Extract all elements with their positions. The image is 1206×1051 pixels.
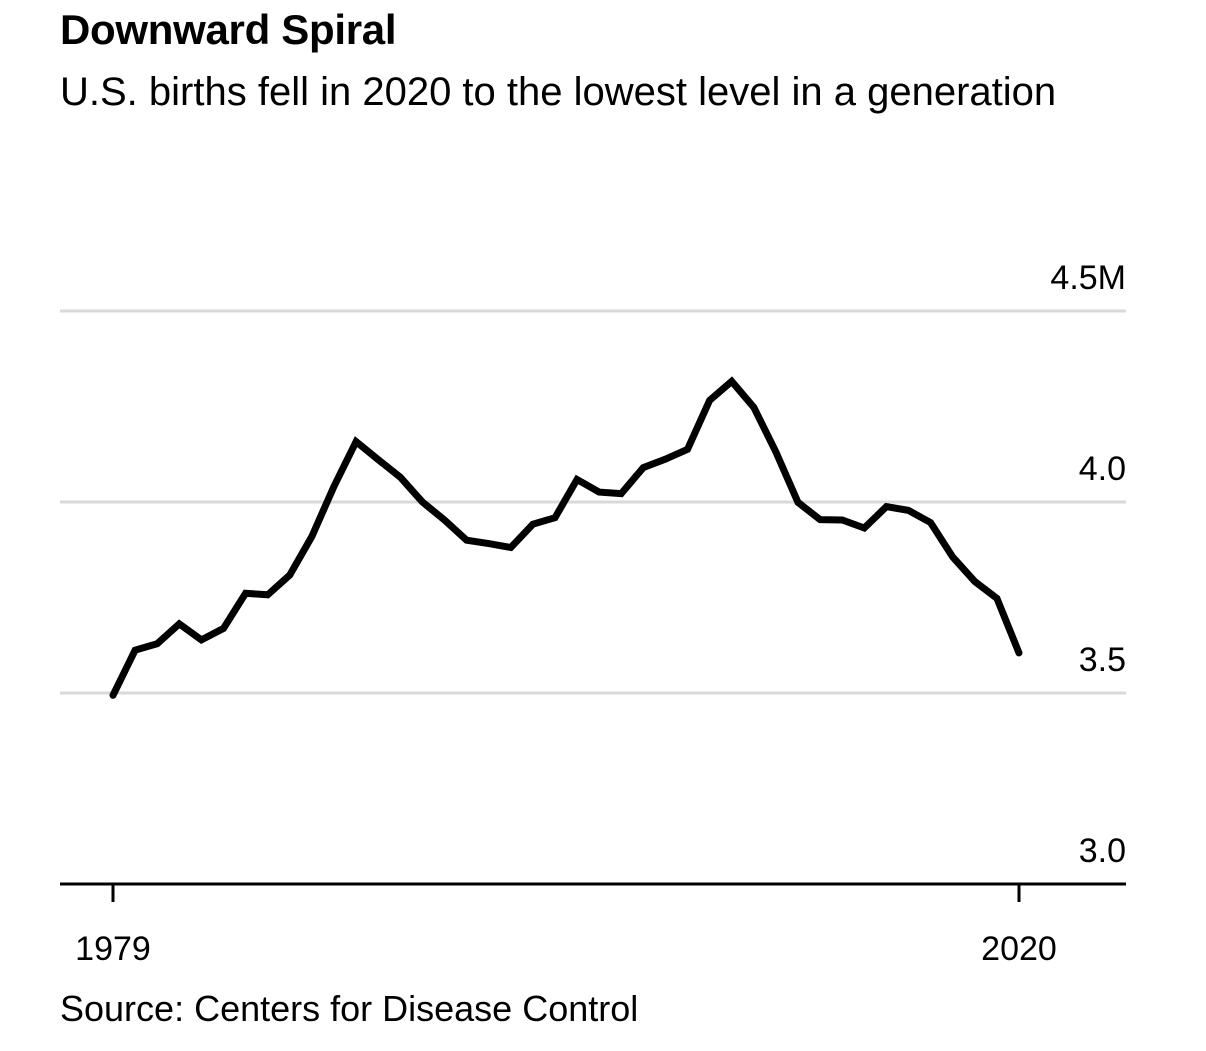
x-tick-label: 1979 [75, 930, 151, 968]
series-layer [109, 376, 1023, 699]
x-axis: 1979 2020 [60, 882, 1126, 968]
y-axis-labels: 3.0 3.5 4.0 4.5M [1050, 259, 1126, 870]
y-tick-label: 4.0 [1079, 450, 1126, 488]
source-note: Source: Centers for Disease Control [60, 988, 639, 1029]
y-tick-label: 3.5 [1079, 641, 1126, 679]
chart-subtitle: U.S. births fell in 2020 to the lowest l… [60, 70, 1057, 114]
x-tick-label: 2020 [981, 930, 1057, 968]
y-tick-label: 4.5M [1050, 259, 1126, 297]
chart-title: Downward Spiral [60, 6, 397, 53]
births-series-line [109, 376, 1023, 699]
gridlines [60, 309, 1126, 695]
y-tick-label: 3.0 [1079, 832, 1126, 870]
